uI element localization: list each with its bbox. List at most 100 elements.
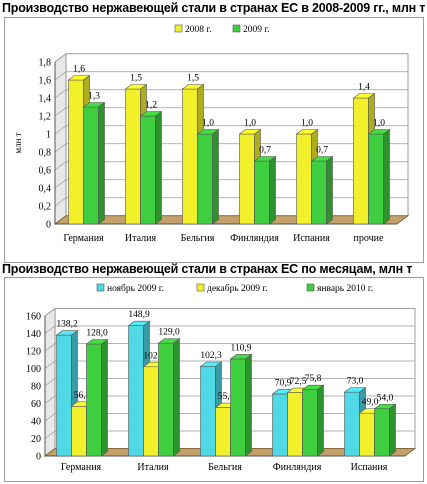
- chart-1-title: Производство нержавеющей стали в странах…: [2, 1, 426, 15]
- chart-1-bar-top: [82, 102, 106, 108]
- chart-1-data-label: 0,7: [316, 146, 328, 156]
- chart-1-data-label: 1,0: [301, 119, 313, 129]
- chart-1-ytick-label: 0: [46, 220, 51, 231]
- chart-2-data-label: 128,0: [86, 329, 108, 339]
- chart-1-data-label: 1,6: [73, 65, 85, 75]
- chart-2-bar-side: [389, 403, 396, 457]
- chart-1-data-label: 1,3: [88, 92, 100, 102]
- chart-2-bar-side: [245, 353, 252, 457]
- chart-2-bar-front: [359, 412, 375, 457]
- chart-2-data-label: 138,2: [56, 320, 78, 330]
- chart-1-legend-label: 2008 г.: [185, 25, 212, 35]
- chart-2-legend-swatch: [306, 283, 315, 292]
- chart-1-bar: [253, 155, 277, 225]
- chart-2-data-label: 49,0: [362, 398, 379, 408]
- chart-2-gridline: [44, 325, 415, 334]
- chart-2-legend-label: ноябрь 2009 г.: [107, 283, 164, 294]
- chart-2-ytick-label: 160: [26, 312, 41, 323]
- chart-2-bar-top: [229, 354, 253, 360]
- chart-1-category-label: Испания: [293, 233, 330, 244]
- chart-1-data-label: 1,5: [130, 74, 142, 84]
- chart-1-bar-front: [353, 97, 369, 225]
- chart-2-gridline: [44, 343, 415, 352]
- chart-2-ytick-label: 140: [26, 329, 41, 340]
- chart-1-data-label: 1,0: [373, 119, 385, 129]
- chart-2-ytick-label: 100: [26, 364, 41, 375]
- chart-2-gridline: [44, 308, 415, 317]
- chart-2-bar-top: [127, 320, 151, 327]
- chart-1-svg: 0 0,2 0,4 0,6 0,8 1 1,2 1,4 1,6 1,8 1,6 1,3 Германия…: [13, 24, 410, 244]
- chart-2-bar-top: [55, 330, 79, 336]
- chart-2-bar-front: [215, 407, 231, 457]
- chart-1-bar-top: [310, 156, 334, 162]
- chart-1-bar: [196, 128, 220, 225]
- chart-1-bar: [367, 128, 391, 225]
- chart-2-data-label: 129,0: [158, 328, 180, 338]
- chart-1-legend-swatch: [232, 24, 241, 33]
- chart-2-title: Производство нержавеющей стали в странах…: [2, 262, 413, 276]
- chart-2-bar-front: [56, 334, 72, 457]
- chart-2-data-label: 102,0: [143, 351, 165, 361]
- chart-1-gridline: [54, 179, 408, 189]
- chart-2-legend-label: декабрь 2009 г.: [207, 283, 268, 294]
- chart-2-bar: [229, 353, 253, 457]
- chart-1-bar-side: [155, 110, 162, 225]
- chart-1-data-label: 1,0: [244, 119, 256, 129]
- chart-2-category-label: Германия: [61, 462, 102, 473]
- chart-1-bar-top: [367, 129, 391, 135]
- chart-1-category-label: Бельгия: [181, 233, 215, 244]
- chart-1-bar-front: [368, 133, 384, 225]
- chart-1-ytick-label: 0,4: [39, 184, 52, 195]
- chart-2-bar-front: [230, 358, 246, 457]
- chart-2-category-label: Финляндия: [273, 462, 322, 473]
- chart-2-bar-front: [71, 406, 87, 457]
- chart-1-ytick-label: 0,8: [39, 148, 52, 159]
- chart-1-bar-side: [212, 128, 219, 225]
- chart-1-data-label: 1,4: [358, 83, 370, 93]
- chart-1-bar-front: [182, 88, 198, 225]
- chart-2-bar-top: [199, 361, 223, 367]
- chart-1-data-label: 1,0: [202, 119, 214, 129]
- chart-1-gridline: [54, 53, 408, 63]
- chart-2-data-label: 102,3: [200, 351, 222, 361]
- chart-1-bar-front: [83, 106, 99, 225]
- chart-2-bar-front: [200, 366, 216, 457]
- chart-1-gridline: [54, 197, 408, 207]
- chart-1-gridline: [54, 161, 408, 171]
- chart-2-data-label: 54,0: [377, 393, 394, 403]
- chart-1-bar-front: [140, 115, 156, 225]
- chart-2-bar-front: [143, 366, 159, 457]
- chart-2-ytick-label: 40: [31, 417, 41, 428]
- chart-2-legend-label: январь 2010 г.: [317, 284, 373, 294]
- chart-1-bar-top: [139, 111, 163, 117]
- chart-2-frame: 0 20 40 60 80 100 120 140 160 138,2 56,8 128,0 Герма…: [4, 277, 424, 482]
- chart-1-bar: [82, 101, 106, 225]
- chart-1-bar-side: [326, 155, 333, 225]
- chart-2-bar-front: [374, 408, 390, 457]
- chart-1-legend-label: 2009 г.: [243, 25, 270, 35]
- chart-1-category-label: Финляндия: [230, 233, 279, 244]
- chart-1-bar-front: [125, 88, 141, 225]
- chart-1-bar-front: [254, 160, 270, 225]
- chart-2-bar-top: [373, 403, 397, 410]
- chart-2-ytick-label: 20: [31, 434, 41, 445]
- chart-1-bar-front: [311, 160, 327, 225]
- chart-2-bar: [301, 384, 325, 457]
- chart-2-bar: [373, 403, 397, 457]
- chart-2-bar-front: [86, 343, 102, 457]
- chart-2-ytick-label: 60: [31, 399, 41, 410]
- chart-1-category-label: прочие: [354, 233, 384, 244]
- chart-1-ytick-label: 1,8: [39, 58, 52, 69]
- chart-1-gridline: [54, 125, 408, 135]
- chart-2-bar-top: [85, 339, 109, 345]
- chart-1-data-label: 1,2: [145, 101, 157, 111]
- chart-1-ytick-label: 0,2: [39, 202, 52, 213]
- chart-2-bar-front: [287, 392, 303, 457]
- chart-1-gridline: [54, 107, 408, 117]
- chart-2-ytick-label: 120: [26, 347, 41, 358]
- chart-2-data-label: 75,8: [305, 374, 322, 384]
- chart-2-bar-side: [101, 338, 108, 457]
- chart-1-bar: [139, 110, 163, 225]
- chart-2-data-label: 70,9: [275, 378, 292, 388]
- chart-2-legend-swatch: [196, 283, 205, 292]
